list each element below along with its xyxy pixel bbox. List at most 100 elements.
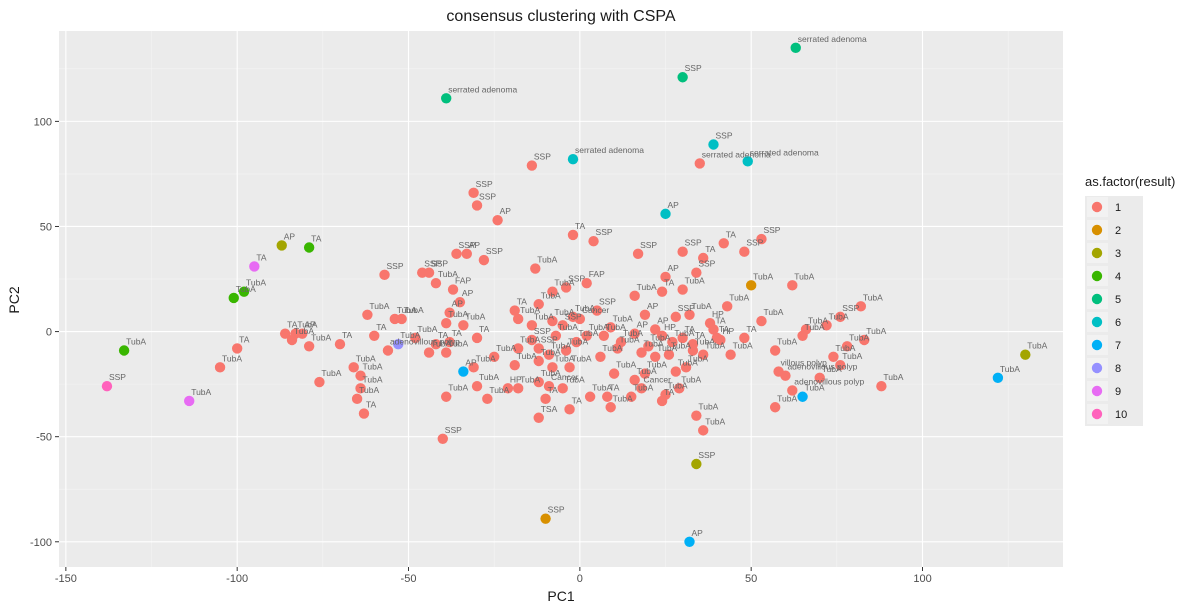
data-point bbox=[441, 93, 452, 104]
point-label: TubA bbox=[805, 383, 825, 393]
data-point bbox=[677, 284, 688, 295]
data-point bbox=[595, 351, 606, 363]
point-label: SSP bbox=[746, 238, 763, 248]
x-axis-title: PC1 bbox=[547, 588, 574, 604]
point-label: TA bbox=[664, 278, 675, 288]
data-point bbox=[629, 290, 640, 302]
point-label: TubA bbox=[613, 393, 633, 403]
data-point bbox=[430, 338, 442, 350]
legend-label: 10 bbox=[1115, 409, 1127, 421]
data-point bbox=[656, 330, 668, 341]
data-point bbox=[639, 368, 651, 379]
point-label: TSA bbox=[541, 404, 558, 414]
data-point bbox=[835, 360, 846, 371]
data-point bbox=[334, 338, 346, 350]
data-point bbox=[512, 313, 524, 325]
data-point bbox=[543, 349, 555, 360]
legend-swatch bbox=[1091, 201, 1103, 213]
data-point bbox=[550, 330, 562, 341]
data-point bbox=[358, 408, 370, 419]
data-point bbox=[650, 324, 661, 335]
point-label: TubA bbox=[777, 393, 797, 403]
data-point bbox=[547, 315, 558, 327]
legend-swatch bbox=[1091, 385, 1103, 397]
point-label: adenovillous polyp bbox=[794, 376, 864, 386]
data-point bbox=[629, 328, 640, 339]
point-label: TA bbox=[517, 297, 528, 307]
data-point bbox=[471, 332, 483, 344]
data-point bbox=[835, 311, 846, 323]
data-point bbox=[249, 261, 260, 272]
point-label: TubA bbox=[808, 315, 828, 325]
point-label: HP bbox=[510, 374, 522, 384]
point-label: SSP bbox=[678, 303, 695, 313]
data-point bbox=[1020, 349, 1031, 360]
data-point bbox=[718, 238, 729, 249]
point-label: TubA bbox=[835, 343, 855, 353]
data-point bbox=[636, 347, 647, 358]
data-point bbox=[674, 383, 685, 394]
data-point bbox=[451, 248, 462, 260]
point-label: AP bbox=[469, 240, 481, 250]
legend: as.factor(result) 1 2 3 4 5 6 7 8 9 10 bbox=[1085, 174, 1175, 426]
point-label: TubA bbox=[363, 374, 383, 384]
data-point bbox=[303, 242, 315, 253]
data-point bbox=[797, 391, 808, 402]
data-point bbox=[588, 235, 599, 247]
point-label: TubA bbox=[448, 383, 468, 393]
point-label: SSP bbox=[479, 191, 496, 201]
point-label: TubA bbox=[568, 336, 588, 346]
data-point bbox=[708, 139, 719, 150]
data-point bbox=[680, 362, 692, 373]
data-point bbox=[488, 351, 500, 363]
point-label: HP bbox=[722, 326, 734, 336]
data-point bbox=[441, 391, 452, 402]
data-point bbox=[591, 305, 603, 316]
data-point bbox=[636, 383, 647, 394]
data-point bbox=[471, 200, 483, 211]
data-point bbox=[769, 402, 781, 413]
point-label: TubA bbox=[294, 326, 314, 336]
data-point bbox=[502, 383, 514, 394]
data-point bbox=[615, 336, 627, 348]
point-label: TubA bbox=[578, 328, 598, 338]
data-point bbox=[567, 229, 579, 241]
point-label: serrated adenoma bbox=[798, 34, 867, 44]
legend-label: 6 bbox=[1115, 317, 1121, 329]
point-label: TubA bbox=[554, 307, 574, 317]
data-point bbox=[684, 309, 695, 320]
point-label: TubA bbox=[517, 351, 537, 361]
data-point bbox=[214, 362, 226, 373]
point-label: TubA bbox=[476, 353, 496, 363]
data-point bbox=[626, 391, 637, 402]
data-point bbox=[441, 317, 452, 329]
data-point bbox=[698, 349, 709, 360]
point-label: TubA bbox=[668, 381, 688, 391]
data-point bbox=[184, 395, 195, 407]
point-label: TubA bbox=[537, 255, 557, 265]
y-tick-label: 100 bbox=[34, 116, 52, 128]
point-label: TA bbox=[695, 330, 706, 340]
point-label: TubA bbox=[534, 311, 554, 321]
data-point bbox=[780, 370, 791, 381]
point-label: AP bbox=[465, 358, 477, 368]
point-label: serrated adenoma bbox=[750, 147, 819, 157]
data-point bbox=[458, 366, 469, 377]
point-label: TubA bbox=[650, 332, 670, 342]
data-point bbox=[231, 343, 243, 354]
point-label: TubA bbox=[465, 311, 485, 321]
data-point bbox=[297, 328, 308, 339]
point-label: TubA bbox=[520, 305, 540, 315]
point-label: TubA bbox=[822, 364, 842, 374]
point-label: TA bbox=[726, 229, 737, 239]
data-point bbox=[468, 362, 479, 373]
point-label: TubA bbox=[753, 271, 773, 281]
data-point bbox=[602, 391, 613, 402]
data-point bbox=[687, 338, 699, 350]
data-point bbox=[362, 309, 373, 320]
point-label: SSP bbox=[109, 372, 126, 382]
point-label: SSP bbox=[458, 240, 475, 250]
point-label: AP bbox=[668, 200, 680, 210]
data-point bbox=[348, 362, 359, 373]
data-point bbox=[721, 301, 733, 312]
